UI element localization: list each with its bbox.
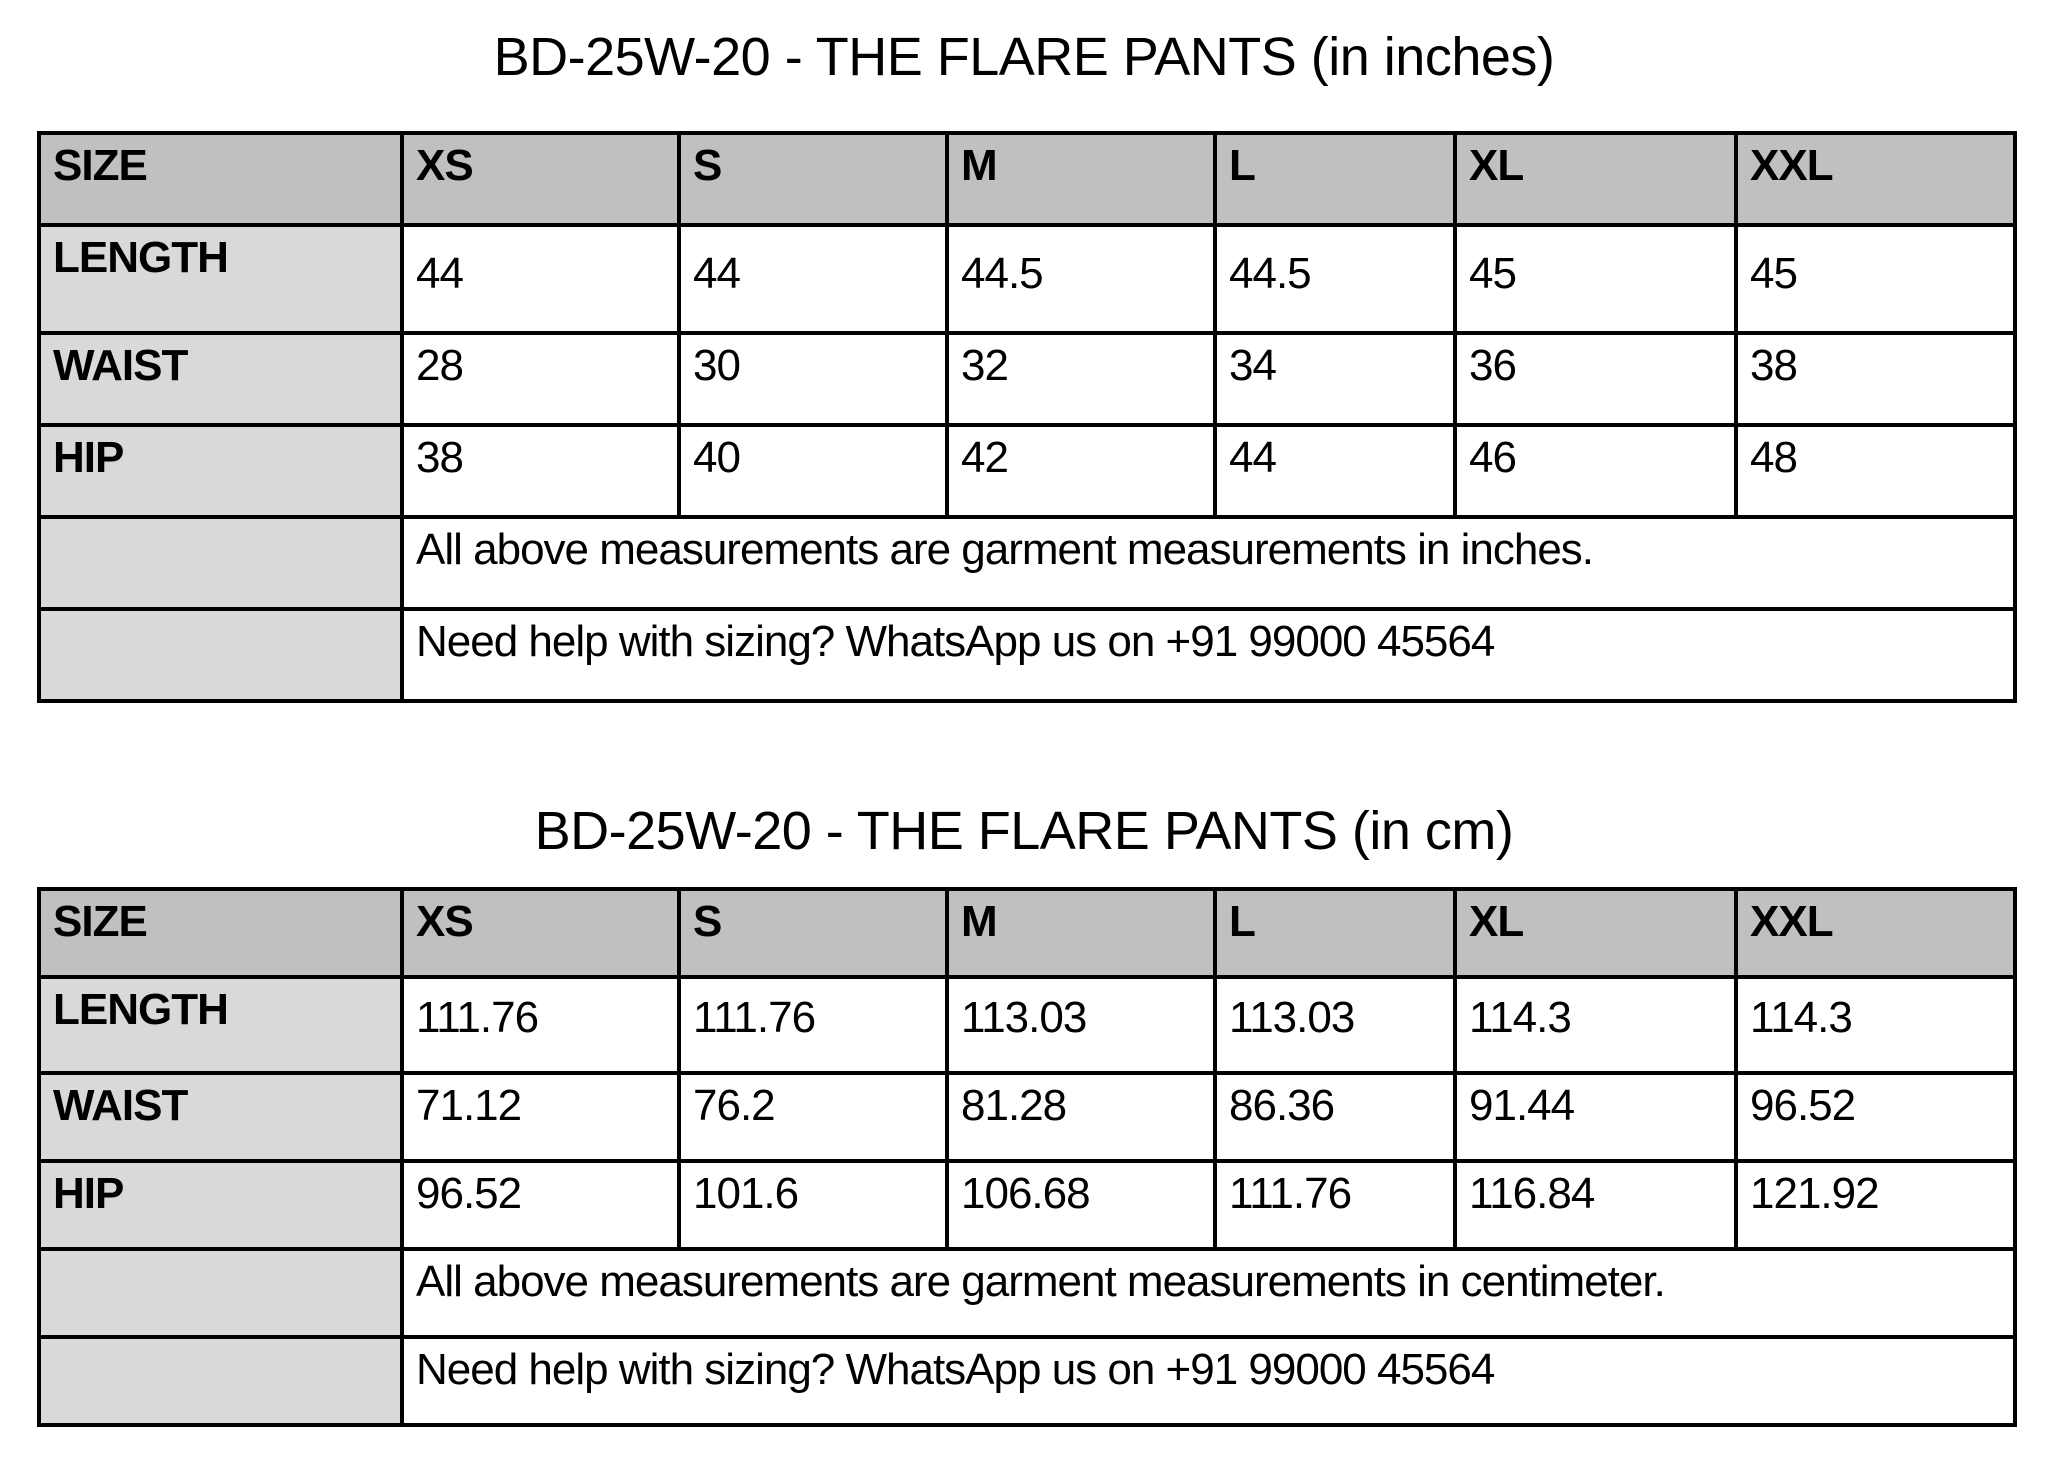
header-label-cell: SIZE xyxy=(37,131,404,227)
size-header-cell: L xyxy=(1213,887,1457,979)
size-header-cell: M xyxy=(945,887,1217,979)
measurement-cell: 114.3 xyxy=(1453,975,1738,1075)
note-label-cell xyxy=(37,1247,404,1339)
size-header-cell: XS xyxy=(400,131,681,227)
measurement-cell: 38 xyxy=(1734,331,2017,427)
sizing-help-text: Need help with sizing? WhatsApp us on +9… xyxy=(400,1335,2017,1427)
note-row: All above measurements are garment measu… xyxy=(37,515,2017,611)
table-row: LENGTH 44 44 44.5 44.5 45 45 xyxy=(37,223,2017,335)
measurement-cell: 121.92 xyxy=(1734,1159,2017,1251)
measurement-cell: 114.3 xyxy=(1734,975,2017,1075)
size-header-cell: S xyxy=(677,131,949,227)
measurement-cell: 86.36 xyxy=(1213,1071,1457,1163)
size-header-cell: XL xyxy=(1453,131,1738,227)
sizing-help-text: Need help with sizing? WhatsApp us on +9… xyxy=(400,607,2017,703)
size-header-cell: S xyxy=(677,887,949,979)
header-row: SIZE XS S M L XL XXL xyxy=(37,131,2017,227)
cm-chart-title: BD-25W-20 - THE FLARE PANTS (in cm) xyxy=(534,801,1514,861)
note-row: All above measurements are garment measu… xyxy=(37,1247,2017,1339)
row-label-cell: WAIST xyxy=(37,1071,404,1163)
measurement-cell: 81.28 xyxy=(945,1071,1217,1163)
measurement-cell: 44.5 xyxy=(1213,223,1457,335)
measurement-cell: 36 xyxy=(1453,331,1738,427)
table-row: HIP 38 40 42 44 46 48 xyxy=(37,423,2017,519)
help-row: Need help with sizing? WhatsApp us on +9… xyxy=(37,1335,2017,1427)
header-row: SIZE XS S M L XL XXL xyxy=(37,887,2017,979)
measurement-cell: 28 xyxy=(400,331,681,427)
measurement-cell: 38 xyxy=(400,423,681,519)
size-header-cell: XXL xyxy=(1734,887,2017,979)
size-header-cell: L xyxy=(1213,131,1457,227)
measurement-cell: 42 xyxy=(945,423,1217,519)
help-label-cell xyxy=(37,607,404,703)
size-header-cell: XXL xyxy=(1734,131,2017,227)
measurement-cell: 96.52 xyxy=(400,1159,681,1251)
row-label-cell: HIP xyxy=(37,423,404,519)
size-header-cell: XL xyxy=(1453,887,1738,979)
size-header-cell: M xyxy=(945,131,1217,227)
measurement-cell: 111.76 xyxy=(677,975,949,1075)
note-label-cell xyxy=(37,515,404,611)
row-label-cell: HIP xyxy=(37,1159,404,1251)
measurement-cell: 96.52 xyxy=(1734,1071,2017,1163)
row-label-cell: LENGTH xyxy=(37,223,404,335)
measurement-cell: 48 xyxy=(1734,423,2017,519)
measurement-cell: 116.84 xyxy=(1453,1159,1738,1251)
measurement-note: All above measurements are garment measu… xyxy=(400,515,2017,611)
measurement-cell: 30 xyxy=(677,331,949,427)
size-chart-inches: SIZE XS S M L XL XXL LENGTH 44 44 44.5 44.5 45 45 WAIS… xyxy=(37,131,2017,703)
inches-chart-title: BD-25W-20 - THE FLARE PANTS (in inches) xyxy=(493,27,1555,87)
table-row: WAIST 28 30 32 34 36 38 xyxy=(37,331,2017,427)
measurement-cell: 44 xyxy=(1213,423,1457,519)
help-row: Need help with sizing? WhatsApp us on +9… xyxy=(37,607,2017,703)
measurement-cell: 46 xyxy=(1453,423,1738,519)
measurement-cell: 76.2 xyxy=(677,1071,949,1163)
measurement-cell: 45 xyxy=(1453,223,1738,335)
measurement-cell: 45 xyxy=(1734,223,2017,335)
measurement-cell: 71.12 xyxy=(400,1071,681,1163)
measurement-cell: 106.68 xyxy=(945,1159,1217,1251)
measurement-cell: 101.6 xyxy=(677,1159,949,1251)
help-label-cell xyxy=(37,1335,404,1427)
size-header-cell: XS xyxy=(400,887,681,979)
row-label-cell: WAIST xyxy=(37,331,404,427)
measurement-cell: 32 xyxy=(945,331,1217,427)
measurement-cell: 40 xyxy=(677,423,949,519)
size-chart-cm: SIZE XS S M L XL XXL LENGTH 111.76 111.76 113.03 11… xyxy=(37,887,2017,1427)
table-row: LENGTH 111.76 111.76 113.03 113.03 114.3 114.3 xyxy=(37,975,2017,1075)
measurement-cell: 44 xyxy=(400,223,681,335)
measurement-cell: 44 xyxy=(677,223,949,335)
measurement-cell: 34 xyxy=(1213,331,1457,427)
table-row: HIP 96.52 101.6 106.68 111.76 116.84 121.92 xyxy=(37,1159,2017,1251)
measurement-cell: 91.44 xyxy=(1453,1071,1738,1163)
measurement-cell: 113.03 xyxy=(1213,975,1457,1075)
measurement-cell: 44.5 xyxy=(945,223,1217,335)
table-row: WAIST 71.12 76.2 81.28 86.36 91.44 96.52 xyxy=(37,1071,2017,1163)
measurement-cell: 111.76 xyxy=(400,975,681,1075)
measurement-note: All above measurements are garment measu… xyxy=(400,1247,2017,1339)
measurement-cell: 111.76 xyxy=(1213,1159,1457,1251)
measurement-cell: 113.03 xyxy=(945,975,1217,1075)
row-label-cell: LENGTH xyxy=(37,975,404,1075)
header-label-cell: SIZE xyxy=(37,887,404,979)
